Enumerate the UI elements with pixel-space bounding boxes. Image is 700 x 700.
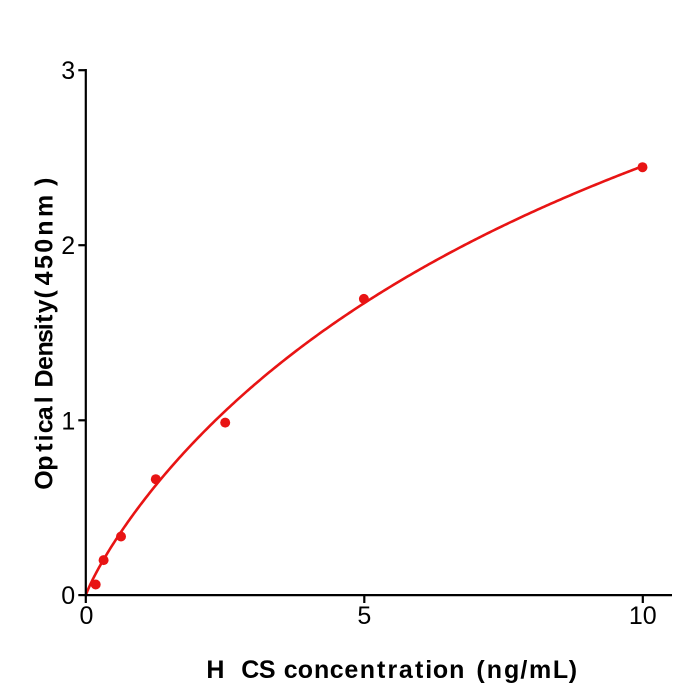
svg-text:0: 0 bbox=[80, 602, 94, 630]
svg-text:0: 0 bbox=[61, 582, 75, 610]
svg-text:H: H bbox=[206, 656, 224, 684]
svg-text:CS concentration (ng/mL): CS concentration (ng/mL) bbox=[241, 656, 577, 684]
svg-text:5: 5 bbox=[357, 602, 371, 630]
svg-text:Optical Density(450nm): Optical Density(450nm) bbox=[30, 178, 58, 490]
svg-text:3: 3 bbox=[61, 57, 75, 85]
svg-text:10: 10 bbox=[629, 602, 657, 630]
svg-text:1: 1 bbox=[61, 407, 75, 435]
svg-text:2: 2 bbox=[61, 232, 75, 260]
